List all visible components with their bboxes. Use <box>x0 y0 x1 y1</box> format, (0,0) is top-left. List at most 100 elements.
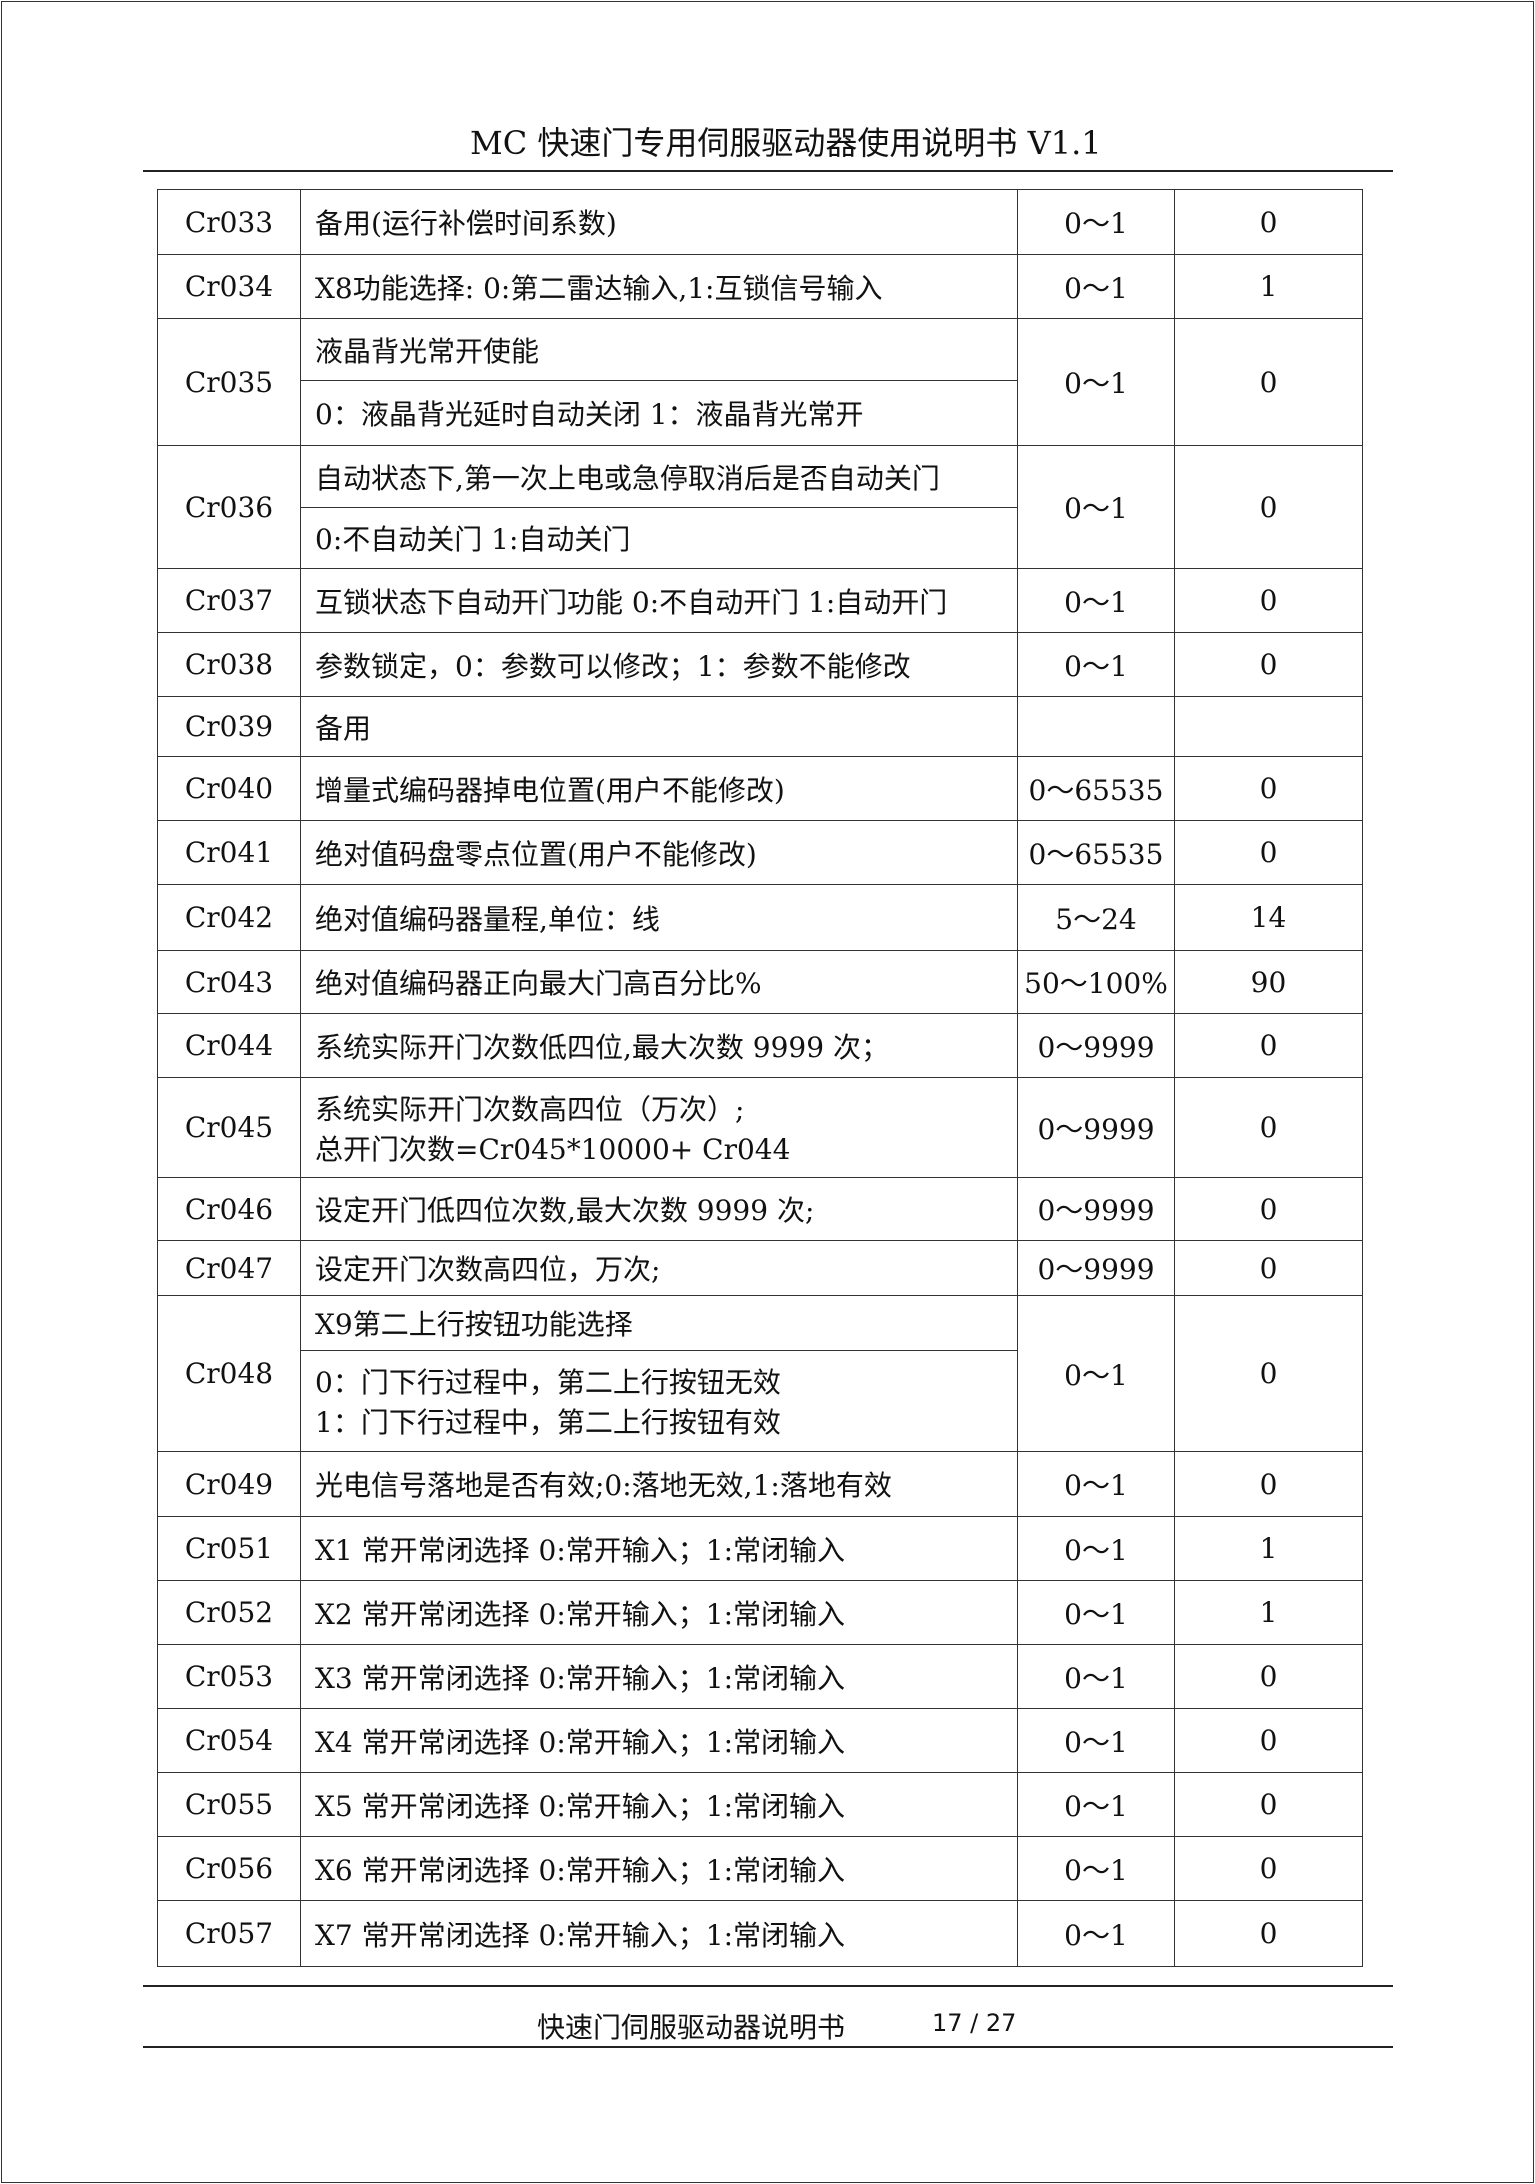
page-number: 17 / 27 <box>932 2009 1017 2037</box>
description-line: 备用(运行补偿时间系数) <box>315 207 617 240</box>
param-description: X7 常开常闭选择 0:常开输入；1:常闭输入 <box>300 1900 1018 1967</box>
param-default: 0 <box>1174 1240 1363 1296</box>
param-description: X9第二上行按钮功能选择 0：门下行过程中，第二上行按钮无效 1：门下行过程中，第二… <box>300 1295 1018 1452</box>
table-row: Cr039 备用 <box>157 696 1363 757</box>
param-description: 绝对值编码器正向最大门高百分比% <box>300 950 1018 1014</box>
param-default: 90 <box>1174 950 1363 1014</box>
param-code: Cr057 <box>157 1900 301 1967</box>
param-default: 14 <box>1174 884 1363 951</box>
param-description: 系统实际开门次数高四位（万次）; 总开门次数=Cr045*10000+ Cr044 <box>300 1077 1018 1178</box>
description-line: 绝对值编码器量程,单位：线 <box>315 902 660 936</box>
table-row: Cr055 X5 常开常闭选择 0:常开输入；1:常闭输入 0～1 0 <box>157 1772 1363 1837</box>
param-range: 0～1 <box>1017 568 1175 633</box>
param-description: 光电信号落地是否有效;0:落地无效,1:落地有效 <box>300 1451 1018 1517</box>
description-line: X6 常开常闭选择 0:常开输入；1:常闭输入 <box>315 1853 846 1887</box>
description-line: X3 常开常闭选择 0:常开输入；1:常闭输入 <box>315 1661 846 1695</box>
table-row: Cr043 绝对值编码器正向最大门高百分比% 50～100% 90 <box>157 950 1363 1014</box>
table-row: Cr052 X2 常开常闭选择 0:常开输入；1:常闭输入 0～1 1 <box>157 1580 1363 1645</box>
param-range: 0～9999 <box>1017 1077 1175 1178</box>
description-subcell: X9第二上行按钮功能选择 <box>301 1296 1017 1350</box>
param-description: 设定开门次数高四位，万次; <box>300 1240 1018 1296</box>
param-default: 0 <box>1174 189 1363 255</box>
param-range: 0～1 <box>1017 1295 1175 1452</box>
description-line: 增量式编码器掉电位置(用户不能修改) <box>315 773 785 807</box>
description-line: 总开门次数=Cr045*10000+ Cr044 <box>315 1132 791 1166</box>
table-row: Cr047 设定开门次数高四位，万次; 0～9999 0 <box>157 1240 1363 1296</box>
param-range: 0～1 <box>1017 1644 1175 1709</box>
param-range: 0～9999 <box>1017 1177 1175 1241</box>
description-subcell: 液晶背光常开使能 <box>301 319 1017 380</box>
param-code: Cr055 <box>157 1772 301 1837</box>
description-line: 绝对值编码器正向最大门高百分比% <box>315 967 762 1000</box>
param-code: Cr049 <box>157 1451 301 1517</box>
description-line: 备用 <box>315 711 372 745</box>
param-code: Cr051 <box>157 1516 301 1581</box>
param-code: Cr038 <box>157 632 301 697</box>
table-row: Cr036 自动状态下,第一次上电或急停取消后是否自动关门 0:不自动关门 1:自… <box>157 445 1363 569</box>
table-row: Cr040 增量式编码器掉电位置(用户不能修改) 0～65535 0 <box>157 756 1363 821</box>
footer-rule-bottom <box>143 2046 1393 2048</box>
param-range: 0～1 <box>1017 254 1175 319</box>
param-range: 0～1 <box>1017 1772 1175 1837</box>
table-row: Cr054 X4 常开常闭选择 0:常开输入；1:常闭输入 0～1 0 <box>157 1708 1363 1773</box>
description-line: 设定开门低四位次数,最大次数 9999 次; <box>315 1194 815 1227</box>
description-subcell: 0：液晶背光延时自动关闭 1：液晶背光常开 <box>301 380 1017 445</box>
description-line: X9第二上行按钮功能选择 <box>315 1308 633 1341</box>
description-line: 光电信号落地是否有效;0:落地无效,1:落地有效 <box>315 1469 892 1502</box>
param-description: X6 常开常闭选择 0:常开输入；1:常闭输入 <box>300 1836 1018 1901</box>
param-description: 互锁状态下自动开门功能 0:不自动开门 1:自动开门 <box>300 568 1018 633</box>
param-description: X4 常开常闭选择 0:常开输入；1:常闭输入 <box>300 1708 1018 1773</box>
header-rule <box>143 170 1393 172</box>
param-description: X8功能选择: 0:第二雷达输入,1:互锁信号输入 <box>300 254 1018 319</box>
param-range: 0～1 <box>1017 445 1175 569</box>
param-description: 设定开门低四位次数,最大次数 9999 次; <box>300 1177 1018 1241</box>
description-subcell: 自动状态下,第一次上电或急停取消后是否自动关门 <box>301 446 1017 507</box>
param-range <box>1017 696 1175 757</box>
description-line: 设定开门次数高四位，万次; <box>315 1253 661 1286</box>
param-description: 备用(运行补偿时间系数) <box>300 189 1018 255</box>
table-row: Cr045 系统实际开门次数高四位（万次）; 总开门次数=Cr045*10000+ … <box>157 1077 1363 1178</box>
description-subcell: 0:不自动关门 1:自动关门 <box>301 507 1017 568</box>
description-line: 0：液晶背光延时自动关闭 1：液晶背光常开 <box>315 398 864 431</box>
param-code: Cr043 <box>157 950 301 1014</box>
footer-title: 快速门伺服驱动器说明书 <box>537 2011 846 2044</box>
param-default: 0 <box>1174 820 1363 885</box>
table-row: Cr044 系统实际开门次数低四位,最大次数 9999 次； 0～9999 0 <box>157 1013 1363 1078</box>
param-description: 增量式编码器掉电位置(用户不能修改) <box>300 756 1018 821</box>
description-subcell: 0：门下行过程中，第二上行按钮无效 1：门下行过程中，第二上行按钮有效 <box>301 1350 1017 1451</box>
param-range: 0～1 <box>1017 1836 1175 1901</box>
description-line: 系统实际开门次数高四位（万次）; <box>315 1092 745 1126</box>
description-line: 参数锁定，0：参数可以修改；1：参数不能修改 <box>315 649 911 683</box>
param-range: 0～1 <box>1017 1900 1175 1967</box>
description-line: 绝对值码盘零点位置(用户不能修改) <box>315 837 757 871</box>
param-code: Cr046 <box>157 1177 301 1241</box>
description-line: X8功能选择: 0:第二雷达输入,1:互锁信号输入 <box>315 271 883 305</box>
param-default: 0 <box>1174 445 1363 569</box>
table-row: Cr053 X3 常开常闭选择 0:常开输入；1:常闭输入 0～1 0 <box>157 1644 1363 1709</box>
param-range: 0～65535 <box>1017 820 1175 885</box>
param-code: Cr047 <box>157 1240 301 1296</box>
param-default: 0 <box>1174 1177 1363 1241</box>
description-line: X7 常开常闭选择 0:常开输入；1:常闭输入 <box>315 1918 846 1952</box>
param-default: 0 <box>1174 568 1363 633</box>
param-range: 0～9999 <box>1017 1013 1175 1078</box>
table-row: Cr035 液晶背光常开使能 0：液晶背光延时自动关闭 1：液晶背光常开 0～1 0 <box>157 318 1363 446</box>
description-line: 系统实际开门次数低四位,最大次数 9999 次； <box>315 1030 889 1064</box>
param-code: Cr037 <box>157 568 301 633</box>
param-code: Cr035 <box>157 318 301 446</box>
param-default: 0 <box>1174 1644 1363 1709</box>
param-code: Cr056 <box>157 1836 301 1901</box>
param-code: Cr053 <box>157 1644 301 1709</box>
param-range: 0～1 <box>1017 1451 1175 1517</box>
param-default: 1 <box>1174 1580 1363 1645</box>
param-range: 0～1 <box>1017 318 1175 446</box>
param-range: 0～1 <box>1017 1516 1175 1581</box>
param-range: 0～1 <box>1017 1580 1175 1645</box>
param-code: Cr054 <box>157 1708 301 1773</box>
table-row: Cr038 参数锁定，0：参数可以修改；1：参数不能修改 0～1 0 <box>157 632 1363 697</box>
param-default: 0 <box>1174 1772 1363 1837</box>
table-row: Cr041 绝对值码盘零点位置(用户不能修改) 0～65535 0 <box>157 820 1363 885</box>
param-default: 0 <box>1174 1836 1363 1901</box>
footer-rule-top <box>143 1985 1393 1987</box>
